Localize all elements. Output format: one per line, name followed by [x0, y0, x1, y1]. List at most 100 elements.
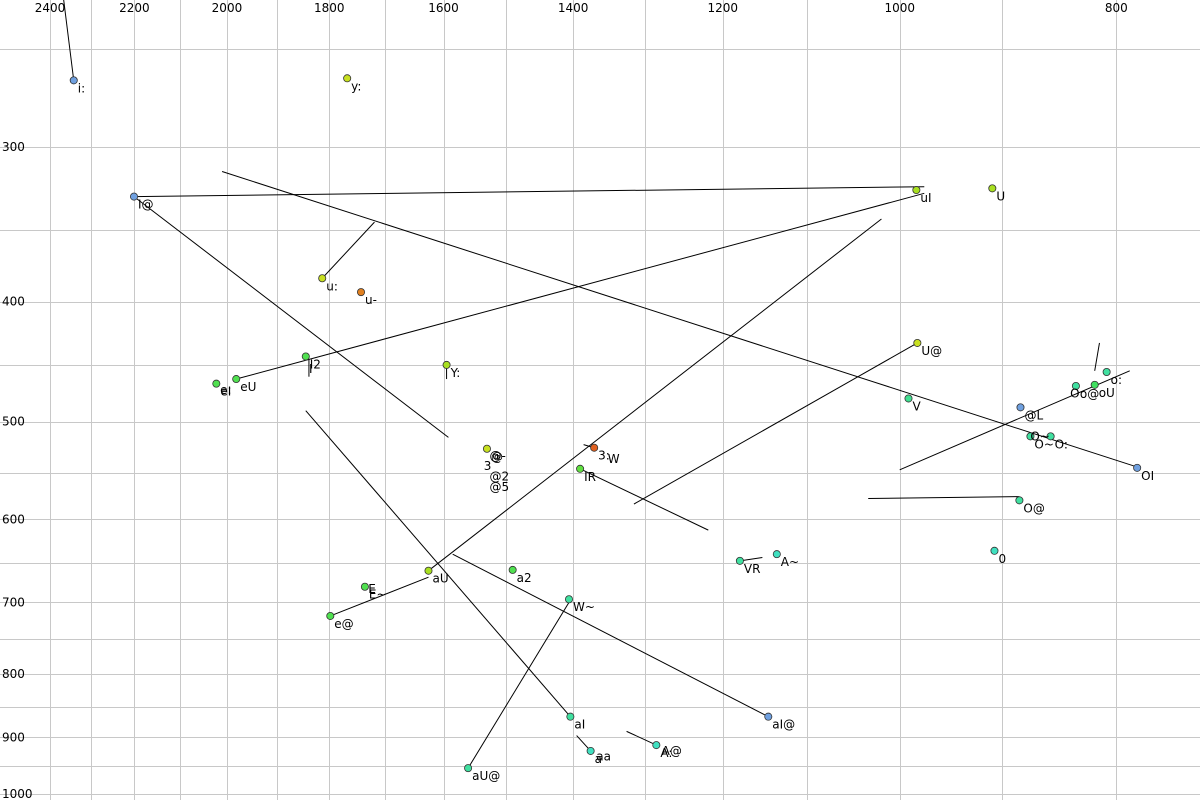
vowel-point-ui: [912, 186, 921, 195]
vowel-point-i2: [301, 352, 310, 361]
y-tick-label: 600: [2, 512, 25, 526]
vowel-label-0: 0: [998, 552, 1006, 566]
vowel-label-layer: i: y:I@ uI Uu:u-I2Y:eI eUU@V@Lo@ oUo:O~ O:OIO@…: [78, 79, 1154, 783]
vowel-label-w: W~: [573, 600, 595, 614]
vowel-point-y: [442, 360, 451, 369]
vowel-point-a2: [508, 565, 517, 574]
vowel-point-ai: [566, 712, 575, 721]
vowel-label-y: Y:: [450, 366, 461, 380]
vowel-label-u: u-: [365, 293, 377, 307]
vowel-point-ir: [576, 464, 585, 473]
vowel-label-i: I@: [138, 198, 154, 212]
vowel-label-a2: a2: [517, 571, 532, 585]
vowel-point-y: [343, 74, 352, 83]
vowel-label-au: aU: [432, 572, 448, 586]
vowel-label-l: @L: [1024, 408, 1043, 422]
vowel-point-e: [326, 611, 335, 620]
x-tick-label: 2200: [119, 1, 150, 15]
y-tick-label: 400: [2, 295, 25, 309]
x-tick-label: 800: [1105, 1, 1128, 15]
vowel-label-a: a: [595, 752, 602, 766]
vowel-label-2: @2: [489, 469, 509, 483]
vowel-point-o: [1026, 432, 1035, 441]
vowel-point-l: [1016, 403, 1025, 412]
vowel-point-i: [130, 192, 139, 201]
vowel-label-o: O:: [1055, 437, 1068, 451]
vowel-trajectory: [626, 730, 657, 746]
vowel-point-oi: [1133, 463, 1142, 472]
vowel-label-u: u:: [326, 279, 338, 293]
vowel-point-w: [564, 595, 573, 604]
vowel-label-i2: I2: [310, 357, 321, 371]
x-tick-label: 2400: [35, 1, 66, 15]
vowel-trajectory: [633, 342, 918, 505]
vowel-label-ou: oU: [1099, 386, 1115, 400]
vowel-label-o: O~: [1034, 437, 1054, 451]
vowel-label-o: o@: [1080, 387, 1099, 401]
vowel-point-vr: [735, 556, 744, 565]
vowel-label-a: A~: [781, 555, 799, 569]
vowel-trajectory: [221, 171, 1140, 469]
vowel-label-a: A@: [662, 744, 682, 758]
x-tick-label: 1200: [707, 1, 738, 15]
vowel-label-eu: eU: [240, 380, 256, 394]
vowel-trajectory: [133, 186, 925, 198]
vowel-point-o: [1046, 432, 1055, 441]
vowel-trajectory: [321, 221, 375, 279]
vowel-label-i: i:: [78, 81, 85, 95]
vowel-label-ai: aI@: [772, 718, 795, 732]
vowel-point-ei: [212, 379, 221, 388]
vowel-label-3: 3: [484, 459, 492, 473]
vowel-point-u: [988, 184, 997, 193]
vowel-label-oi: OI: [1141, 469, 1154, 483]
vowel-trajectory: [63, 0, 75, 81]
vowel-point-a: [586, 746, 595, 755]
trajectory-layer: [63, 0, 1140, 769]
x-tick-label: 1800: [314, 1, 345, 15]
y-tick-label: 1000: [2, 787, 33, 800]
vowel-label-vr: VR: [744, 562, 761, 576]
vowel-label-o: O@: [1023, 501, 1044, 515]
vowel-label-o: O: [1070, 386, 1079, 400]
vowel-point-o: [1102, 368, 1111, 377]
tick-label-layer: 2400 2200 2000 1800 1600 1400 1200 1000 800 300 40…: [2, 1, 1128, 800]
vowel-point-a: [652, 741, 661, 750]
vowel-trajectory: [330, 576, 429, 617]
vowel-label-3: 3:: [598, 449, 610, 463]
vowel-trajectory: [305, 410, 571, 718]
y-tick-label: 300: [2, 140, 25, 154]
vowel-label-u: U: [996, 189, 1005, 203]
vowel-point-au: [424, 566, 433, 575]
vowel-label-e: e:: [220, 383, 231, 397]
vowel-point-u: [913, 338, 922, 347]
y-tick-label: 500: [2, 415, 25, 429]
vowel-label-i: I: [309, 362, 313, 376]
x-tick-label: 1400: [558, 1, 589, 15]
vowel-label-ir: IR: [584, 470, 596, 484]
vowel-label-u: U@: [921, 344, 942, 358]
vowel-trajectory: [236, 192, 925, 380]
vowel-point-u: [357, 288, 366, 297]
vowel-label-ei: eI: [220, 385, 231, 399]
vowel-label-e: e@: [334, 617, 353, 631]
vowel-trajectory: [467, 602, 570, 769]
vowel-point-o: [1015, 496, 1024, 505]
vowel-label-e: E~: [369, 588, 387, 602]
x-tick-label: 2000: [212, 1, 243, 15]
vowel-label-au: aU@: [472, 769, 500, 783]
x-tick-label: 1000: [884, 1, 915, 15]
vowel-point-ou: [1090, 380, 1099, 389]
vowel-point-eu: [232, 375, 241, 384]
vowel-trajectory: [899, 370, 1130, 471]
vowel-label-sym: @: [491, 450, 503, 464]
vowel-label-sym: @-: [489, 449, 505, 463]
vowel-label-ai: aI: [574, 718, 585, 732]
vowel-label-w: W: [608, 452, 620, 466]
y-tick-label: 700: [2, 595, 25, 609]
vowel-point-layer: [69, 74, 1142, 773]
vowel-trajectory: [579, 468, 709, 531]
vowel-label-ui: uI: [920, 191, 931, 205]
vowel-label-aa: aa: [596, 750, 611, 764]
